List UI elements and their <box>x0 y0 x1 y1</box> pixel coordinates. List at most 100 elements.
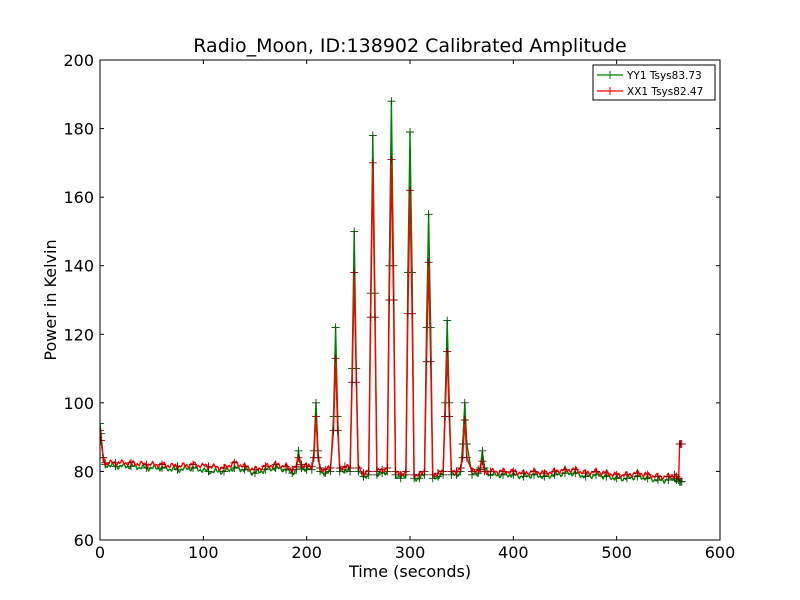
data-point <box>340 462 349 471</box>
x-tick-label: 300 <box>395 543 426 562</box>
data-point <box>674 474 683 483</box>
data-point <box>530 467 538 476</box>
data-point <box>428 470 437 479</box>
data-point <box>462 453 471 462</box>
legend-label-yy1: YY1 Tsys83.73 <box>626 70 702 82</box>
data-point <box>420 467 429 476</box>
x-tick-label: 500 <box>601 543 632 562</box>
data-point <box>111 458 120 467</box>
data-point <box>331 323 340 332</box>
data-point <box>670 470 679 479</box>
data-point <box>311 412 320 421</box>
data-point <box>100 419 104 428</box>
data-point <box>346 464 355 472</box>
data-point <box>350 227 359 236</box>
data-point <box>314 453 323 462</box>
data-point <box>561 465 569 474</box>
data-point <box>406 186 414 195</box>
data-point <box>476 465 485 474</box>
data-point <box>101 458 110 467</box>
x-axis-label: Time (seconds) <box>348 562 471 581</box>
data-point <box>401 467 410 476</box>
data-point <box>383 464 392 472</box>
data-point <box>602 469 611 478</box>
y-tick-label: 160 <box>63 188 94 207</box>
data-point <box>664 472 673 481</box>
data-point <box>387 97 396 106</box>
y-tick-label: 200 <box>63 51 94 70</box>
data-point <box>612 470 621 479</box>
y-tick-label: 60 <box>74 531 94 550</box>
data-point <box>396 470 405 479</box>
data-point <box>240 462 249 471</box>
x-tick-label: 200 <box>291 543 322 562</box>
legend-entry-yy1: YY1 Tsys83.73 <box>597 70 702 82</box>
series-layer <box>100 97 686 486</box>
data-point <box>509 467 518 476</box>
data-point <box>271 460 280 469</box>
data-point <box>592 467 600 476</box>
data-point <box>370 313 379 322</box>
data-point <box>443 347 452 356</box>
data-point <box>294 453 303 462</box>
data-point <box>499 467 507 476</box>
data-point <box>672 472 681 481</box>
data-point <box>220 464 228 472</box>
data-point <box>230 458 239 467</box>
data-point <box>321 465 330 474</box>
data-point <box>158 460 166 469</box>
data-point <box>424 258 433 267</box>
legend-box <box>592 64 716 101</box>
series-1 <box>100 155 686 483</box>
data-point <box>571 465 580 474</box>
data-point <box>439 467 448 476</box>
data-point <box>633 469 642 478</box>
data-point <box>424 210 433 219</box>
data-point <box>311 398 320 407</box>
data-point <box>433 469 442 478</box>
y-tick-label: 120 <box>63 325 94 344</box>
data-point <box>142 460 151 469</box>
data-point <box>368 131 377 140</box>
legend-label-xx1: XX1 Tsys82.47 <box>627 86 703 98</box>
x-tick-label: 0 <box>95 543 105 562</box>
data-point <box>406 128 414 136</box>
data-point <box>415 470 424 479</box>
legend-entry-xx1: XX1 Tsys82.47 <box>597 86 703 98</box>
data-point <box>478 457 487 466</box>
data-point <box>372 467 381 476</box>
data-point <box>326 464 335 472</box>
data-point <box>294 446 303 455</box>
data-point <box>460 398 469 407</box>
data-point <box>282 462 290 471</box>
data-point <box>445 412 454 421</box>
data-point <box>426 357 435 366</box>
data-point <box>100 426 104 435</box>
y-tick-label: 140 <box>63 257 94 276</box>
data-point <box>364 467 373 476</box>
data-point <box>654 472 662 481</box>
legend-marker-yy1 <box>606 71 614 79</box>
data-point <box>452 467 461 476</box>
data-point <box>456 464 465 472</box>
data-point <box>354 464 363 472</box>
y-tick-label: 100 <box>63 394 94 413</box>
data-point <box>292 462 301 471</box>
data-point <box>368 158 377 167</box>
data-point <box>677 440 686 448</box>
data-point <box>297 460 306 469</box>
data-point <box>189 460 197 469</box>
data-point <box>173 462 182 471</box>
data-point <box>261 462 270 471</box>
data-point <box>478 446 487 455</box>
data-point <box>288 465 297 474</box>
data-point <box>333 426 342 435</box>
x-tick-label: 100 <box>188 543 219 562</box>
data-point <box>486 467 495 476</box>
data-point <box>391 467 400 476</box>
data-point <box>350 268 359 277</box>
data-point <box>623 470 631 479</box>
data-point <box>408 309 417 318</box>
data-point <box>443 316 452 325</box>
